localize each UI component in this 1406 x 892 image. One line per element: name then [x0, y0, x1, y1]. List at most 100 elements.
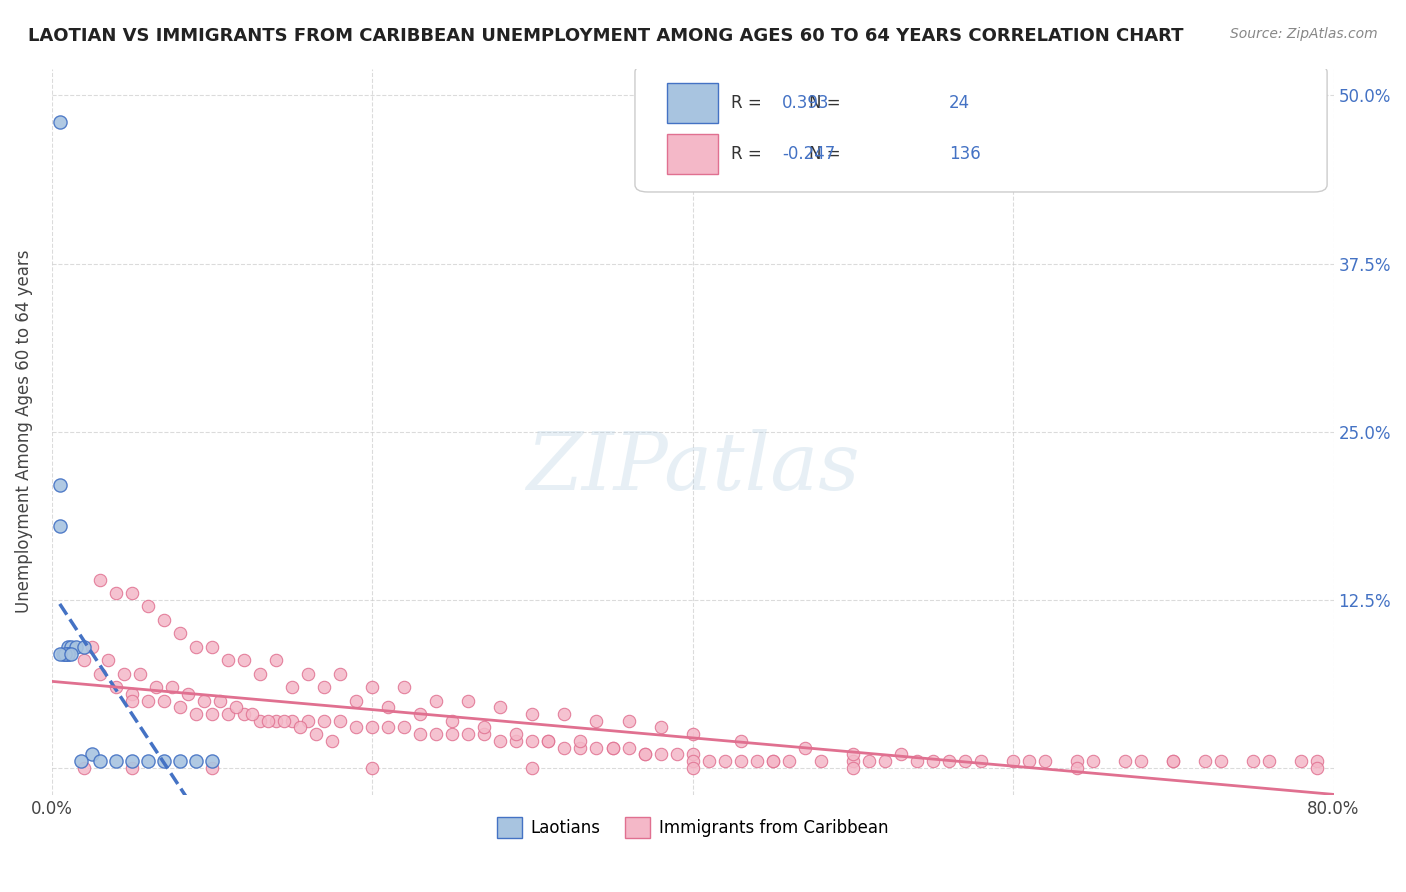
- Point: [505, 734, 527, 748]
- Point: [361, 761, 384, 775]
- Point: [201, 761, 224, 775]
- Point: [730, 754, 752, 768]
- Point: [169, 754, 191, 768]
- Point: [329, 714, 352, 728]
- Point: [682, 754, 704, 768]
- Point: [537, 734, 560, 748]
- Point: [522, 761, 544, 775]
- Point: [762, 754, 785, 768]
- Point: [842, 747, 865, 762]
- Point: [145, 680, 167, 694]
- Point: [69, 754, 91, 768]
- Point: [1002, 754, 1025, 768]
- Point: [89, 754, 111, 768]
- Point: [233, 706, 256, 721]
- Point: [273, 714, 295, 728]
- Point: [377, 721, 399, 735]
- Point: [633, 747, 655, 762]
- Point: [537, 734, 560, 748]
- Point: [1258, 754, 1281, 768]
- Bar: [666, 134, 718, 174]
- Point: [585, 740, 607, 755]
- Point: [264, 714, 287, 728]
- Point: [1066, 761, 1088, 775]
- Legend: Laotians, Immigrants from Caribbean: Laotians, Immigrants from Caribbean: [491, 811, 894, 845]
- Point: [1194, 754, 1216, 768]
- Point: [858, 754, 880, 768]
- Point: [249, 714, 271, 728]
- Point: [665, 747, 688, 762]
- Point: [80, 640, 103, 654]
- Point: [184, 706, 207, 721]
- Point: [1306, 754, 1329, 768]
- Point: [121, 586, 143, 600]
- Y-axis label: Unemployment Among Ages 60 to 64 years: Unemployment Among Ages 60 to 64 years: [15, 250, 32, 614]
- Point: [112, 666, 135, 681]
- Point: [1033, 754, 1056, 768]
- Point: [177, 687, 200, 701]
- Point: [489, 700, 512, 714]
- Point: [201, 640, 224, 654]
- Point: [344, 721, 367, 735]
- Point: [361, 680, 384, 694]
- Point: [89, 573, 111, 587]
- Text: 0.393: 0.393: [782, 95, 830, 112]
- Point: [217, 653, 239, 667]
- Point: [842, 754, 865, 768]
- Point: [745, 754, 768, 768]
- Point: [59, 647, 82, 661]
- Point: [713, 754, 735, 768]
- Point: [650, 747, 672, 762]
- Text: R =         N =: R = N =: [731, 95, 862, 112]
- Point: [682, 727, 704, 741]
- Point: [602, 740, 624, 755]
- Point: [617, 740, 640, 755]
- Point: [136, 754, 159, 768]
- Point: [778, 754, 800, 768]
- Point: [1066, 754, 1088, 768]
- Point: [321, 734, 343, 748]
- Point: [457, 693, 479, 707]
- Text: R =         N =: R = N =: [731, 145, 862, 163]
- Point: [52, 647, 75, 661]
- Point: [394, 721, 416, 735]
- FancyBboxPatch shape: [636, 65, 1327, 192]
- Point: [104, 680, 127, 694]
- Point: [842, 761, 865, 775]
- Point: [49, 478, 72, 492]
- Point: [257, 714, 280, 728]
- Point: [553, 740, 575, 755]
- Point: [425, 727, 447, 741]
- Point: [121, 761, 143, 775]
- Point: [344, 693, 367, 707]
- Point: [553, 706, 575, 721]
- Point: [49, 115, 72, 129]
- Point: [56, 647, 79, 661]
- Point: [56, 640, 79, 654]
- Point: [121, 693, 143, 707]
- Point: [409, 706, 432, 721]
- Point: [602, 740, 624, 755]
- Point: [153, 613, 176, 627]
- Point: [305, 727, 328, 741]
- Point: [217, 706, 239, 721]
- Point: [682, 761, 704, 775]
- Point: [288, 721, 311, 735]
- Point: [361, 721, 384, 735]
- Point: [104, 586, 127, 600]
- Point: [522, 706, 544, 721]
- Point: [59, 640, 82, 654]
- Point: [281, 680, 304, 694]
- Point: [153, 693, 176, 707]
- Point: [457, 727, 479, 741]
- Point: [650, 721, 672, 735]
- Point: [793, 740, 815, 755]
- Point: [377, 700, 399, 714]
- Point: [73, 653, 96, 667]
- Point: [329, 666, 352, 681]
- Point: [472, 721, 495, 735]
- Point: [160, 680, 183, 694]
- Point: [953, 754, 976, 768]
- Point: [53, 647, 76, 661]
- Point: [730, 734, 752, 748]
